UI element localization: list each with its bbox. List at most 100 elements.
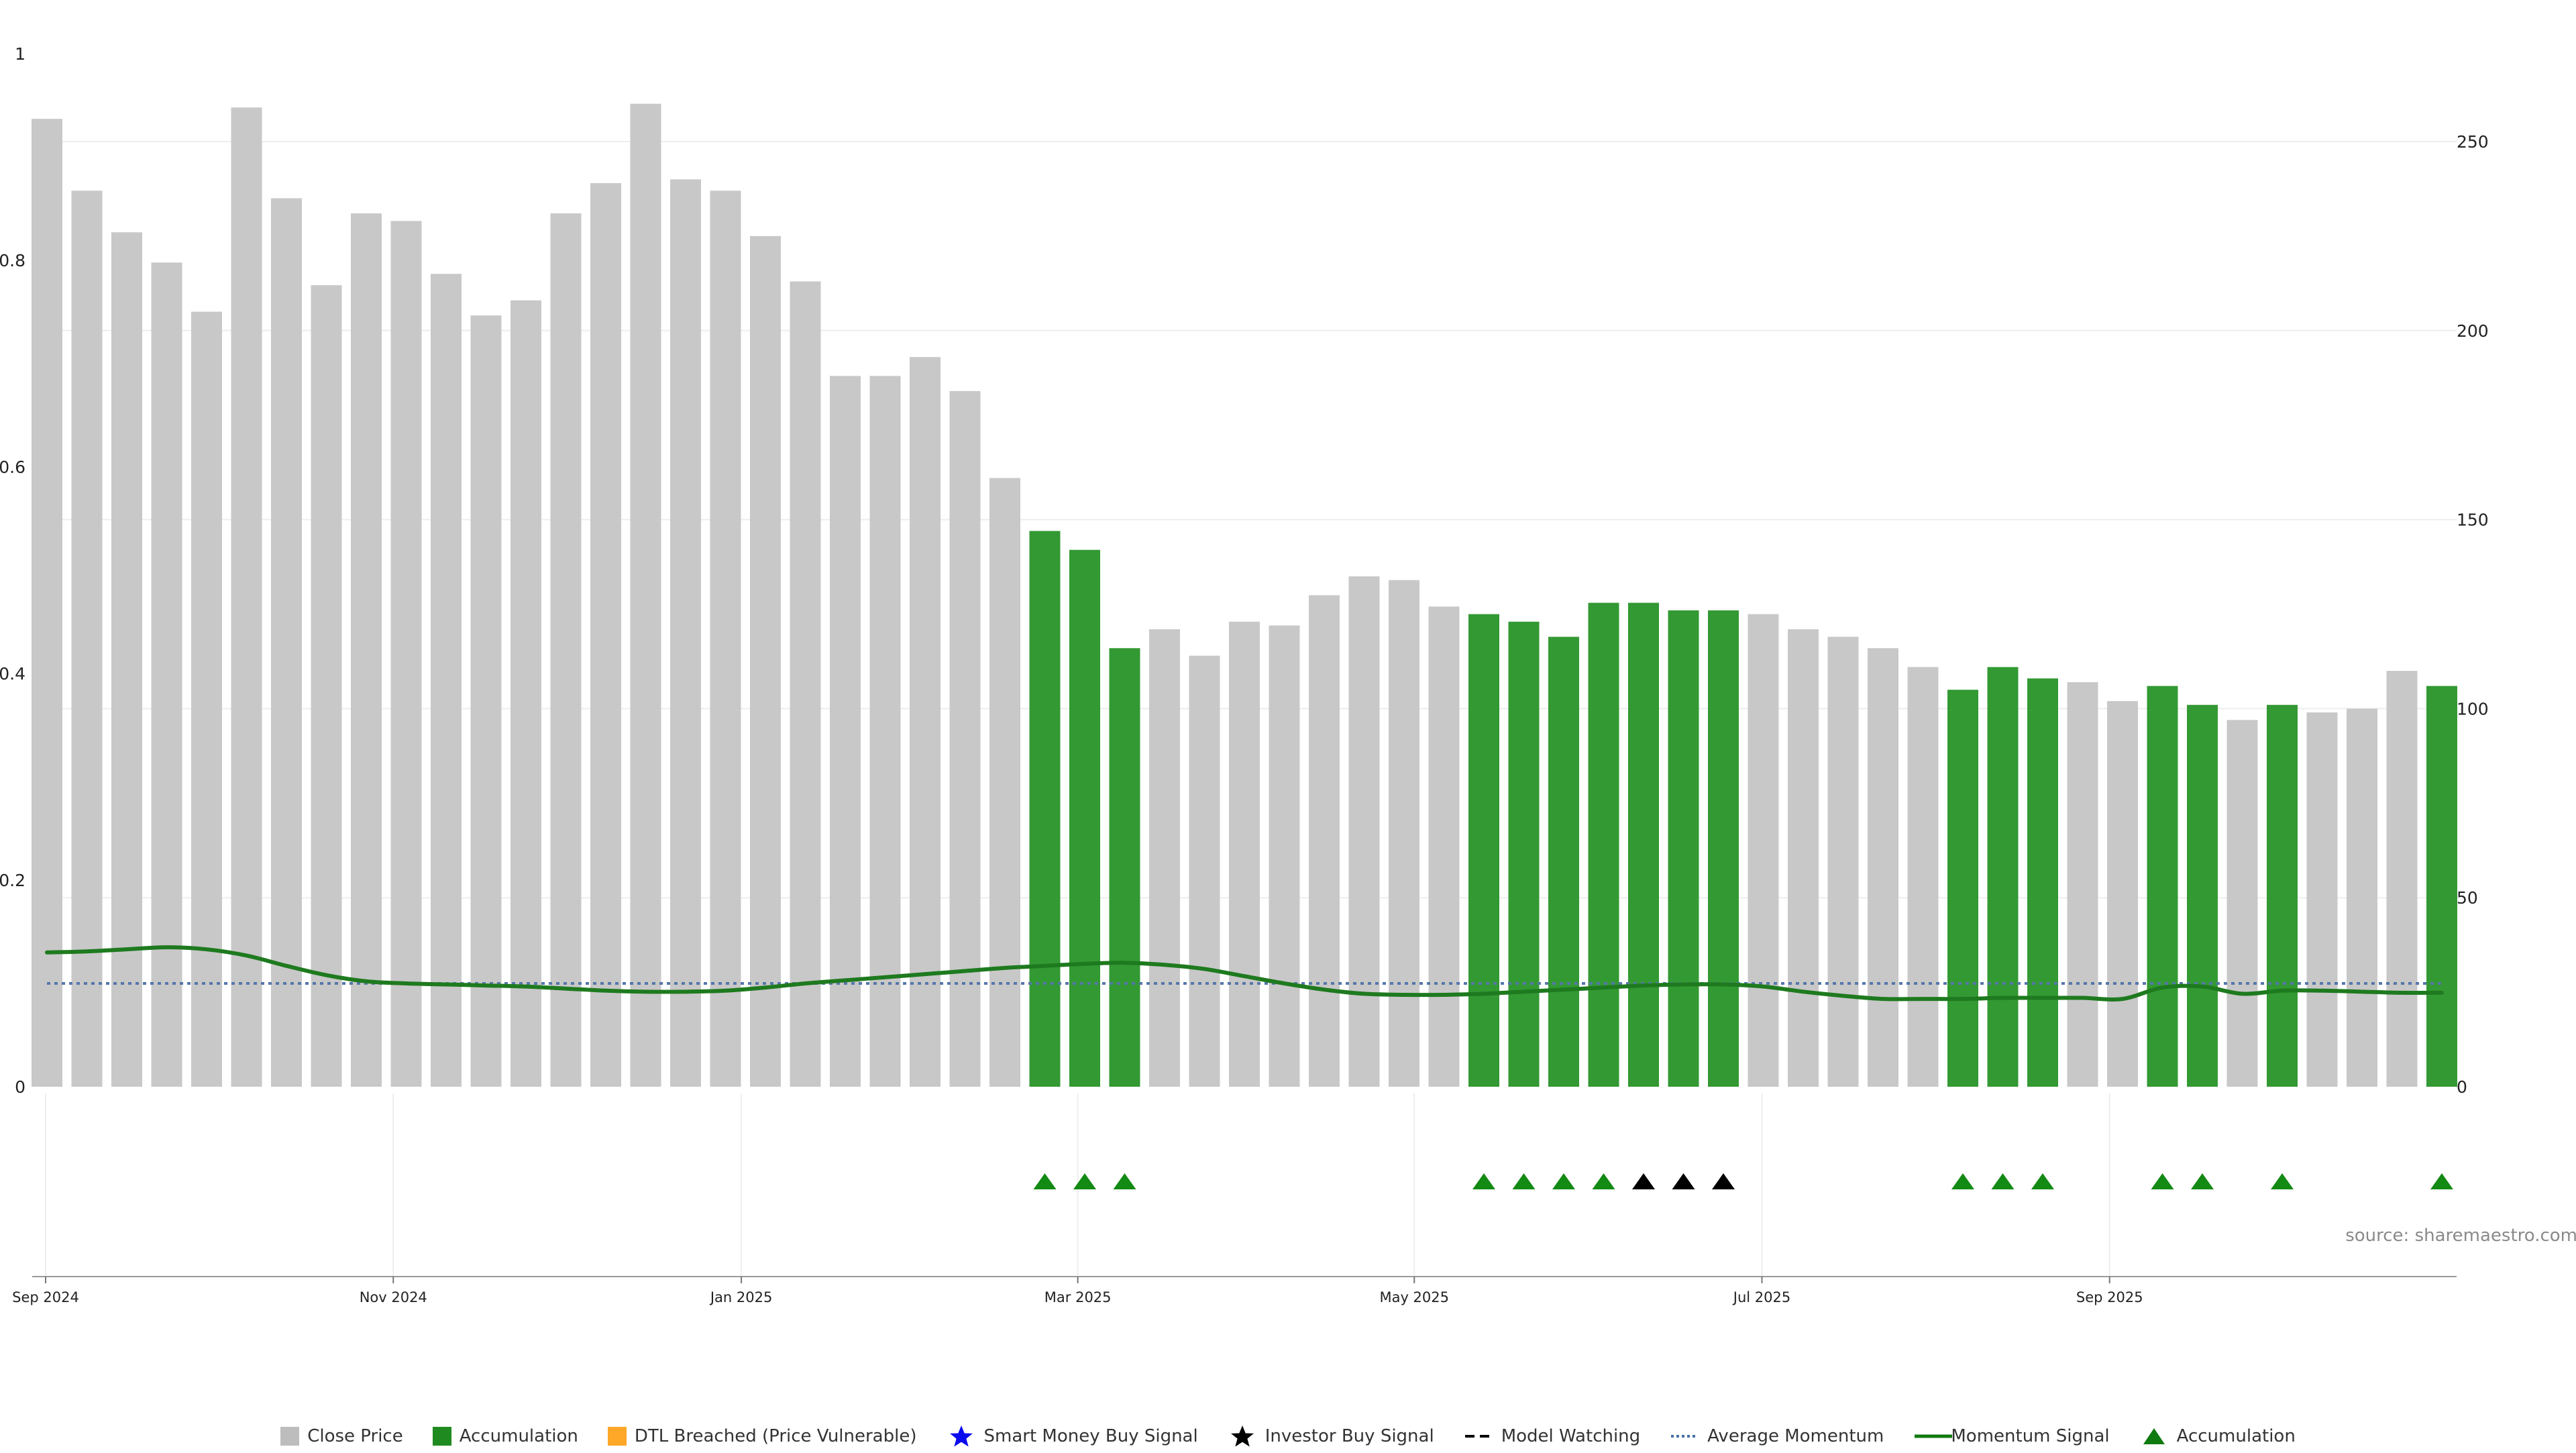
close-price-bar — [550, 213, 582, 1087]
accumulation-bar — [1947, 690, 1978, 1087]
legend-label: Momentum Signal — [1951, 1426, 2110, 1446]
accumulation-bar — [2147, 686, 2178, 1087]
close-price-bar — [1348, 576, 1380, 1087]
close-price-bar — [2067, 682, 2098, 1087]
legend-label: Close Price — [307, 1426, 403, 1446]
source-label: source: sharemaestro.com — [2345, 1226, 2576, 1246]
accumulation-marker — [1073, 1173, 1096, 1189]
left-y-ticks: 0 0.2 0.4 0.6 0.8 1 — [0, 44, 25, 1097]
close-price-bar — [231, 107, 262, 1087]
dtl-swatch-icon — [607, 1427, 627, 1446]
close-price-bar — [1868, 648, 1898, 1087]
close-price-bar — [2226, 720, 2258, 1087]
legend-model-watching: Model Watching — [1464, 1425, 1640, 1448]
right-y-tick-label: 200 — [2457, 321, 2489, 341]
investor-marker — [1712, 1173, 1735, 1189]
accumulation-marker — [2271, 1173, 2294, 1189]
close-price-bar — [470, 315, 502, 1087]
legend-close-price: Close Price — [280, 1426, 403, 1446]
x-tick-label: Mar 2025 — [1044, 1289, 1112, 1305]
close-price-bar — [1229, 621, 1260, 1087]
accumulation-bar — [1508, 621, 1540, 1087]
x-tick-label: Sep 2024 — [12, 1289, 79, 1305]
accumulation-marker — [1033, 1173, 1057, 1189]
close-price-bar — [2386, 671, 2418, 1087]
close-price-bar — [32, 119, 62, 1087]
x-ticks: Sep 2024 Nov 2024 Jan 2025 Mar 2025 May 2025… — [12, 1277, 2143, 1305]
accumulation-bar — [1069, 549, 1100, 1087]
close-price-bar — [590, 182, 621, 1087]
accumulation-bar — [1588, 602, 1619, 1087]
accumulation-marker — [2031, 1173, 2054, 1189]
close-price-bar — [1788, 629, 1819, 1087]
accumulation-bar — [1708, 610, 1739, 1087]
close-price-bar — [271, 198, 302, 1087]
close-price-swatch-icon — [280, 1427, 300, 1446]
legend-accumulation-marker: Accumulation — [2139, 1425, 2296, 1448]
close-price-bar — [630, 103, 661, 1087]
close-price-bar — [1907, 667, 1939, 1087]
close-price-bar — [191, 311, 222, 1087]
legend-label: Accumulation — [2176, 1426, 2296, 1446]
close-price-bar — [989, 478, 1020, 1087]
close-price-bar — [311, 285, 342, 1087]
x-tick-label: Nov 2024 — [360, 1289, 427, 1305]
right-y-tick-label: 150 — [2457, 510, 2489, 530]
accumulation-bar — [1987, 667, 2019, 1087]
investor-marker — [1632, 1173, 1655, 1189]
accumulation-marker — [1991, 1173, 2015, 1189]
blue-star-icon — [947, 1425, 976, 1448]
left-y-tick-label: 0 — [15, 1077, 25, 1097]
close-price-bar — [511, 300, 541, 1087]
accumulation-bar — [2187, 704, 2218, 1087]
close-price-bar — [1149, 629, 1180, 1087]
legend-accumulation-bar: Accumulation — [432, 1426, 578, 1446]
accumulation-swatch-icon — [432, 1427, 451, 1446]
legend: Close Price Accumulation DTL Breached (P… — [0, 1419, 2576, 1453]
close-price-bar — [710, 191, 741, 1087]
x-tick-label: May 2025 — [1379, 1289, 1449, 1305]
legend-label: DTL Breached (Price Vulnerable) — [634, 1426, 917, 1446]
legend-average-momentum: Average Momentum — [1670, 1425, 1884, 1448]
solid-line-icon — [1913, 1425, 1953, 1448]
legend-label: Accumulation — [459, 1426, 578, 1446]
legend-investor-buy: Investor Buy Signal — [1228, 1425, 1434, 1448]
close-price-bar — [1389, 580, 1419, 1087]
accumulation-marker — [2151, 1173, 2174, 1189]
triangle-icon — [2139, 1425, 2169, 1448]
x-tick-label: Jan 2025 — [709, 1289, 773, 1305]
close-price-bar — [830, 376, 861, 1087]
accumulation-marker — [1592, 1173, 1615, 1189]
investor-marker — [1672, 1173, 1695, 1189]
left-y-tick-label: 0.8 — [0, 251, 25, 270]
accumulation-marker — [2430, 1173, 2453, 1189]
dotted-line-icon — [1670, 1425, 1699, 1448]
close-price-bar — [1748, 614, 1779, 1087]
right-y-ticks: 0 50 100 150 200 250 — [2457, 132, 2489, 1097]
legend-label: Average Momentum — [1707, 1426, 1884, 1446]
accumulation-marker — [1552, 1173, 1575, 1189]
close-price-bar — [1827, 637, 1859, 1087]
left-y-tick-label: 0.4 — [0, 664, 25, 684]
close-price-bar — [2107, 701, 2138, 1087]
x-tick-label: Sep 2025 — [2076, 1289, 2143, 1305]
accumulation-bar — [2267, 704, 2298, 1087]
legend-label: Smart Money Buy Signal — [983, 1426, 1198, 1446]
right-y-tick-label: 100 — [2457, 699, 2489, 718]
close-price-bar — [1269, 625, 1300, 1087]
accumulation-bar — [1029, 531, 1061, 1087]
accumulation-bar — [1468, 614, 1499, 1087]
accumulation-marker — [1512, 1173, 1536, 1189]
close-price-bar — [1428, 606, 1460, 1087]
close-price-bar — [670, 179, 701, 1087]
legend-momentum-signal: Momentum Signal — [1913, 1425, 2110, 1448]
left-y-tick-label: 0.2 — [0, 871, 25, 890]
close-price-bar — [351, 213, 382, 1087]
momentum-signal-line — [45, 945, 2444, 1002]
accumulation-bar — [2027, 678, 2058, 1087]
close-price-bar — [790, 281, 821, 1087]
right-y-tick-label: 0 — [2457, 1077, 2467, 1097]
black-star-icon — [1228, 1425, 1257, 1448]
close-price-bar — [390, 221, 422, 1087]
